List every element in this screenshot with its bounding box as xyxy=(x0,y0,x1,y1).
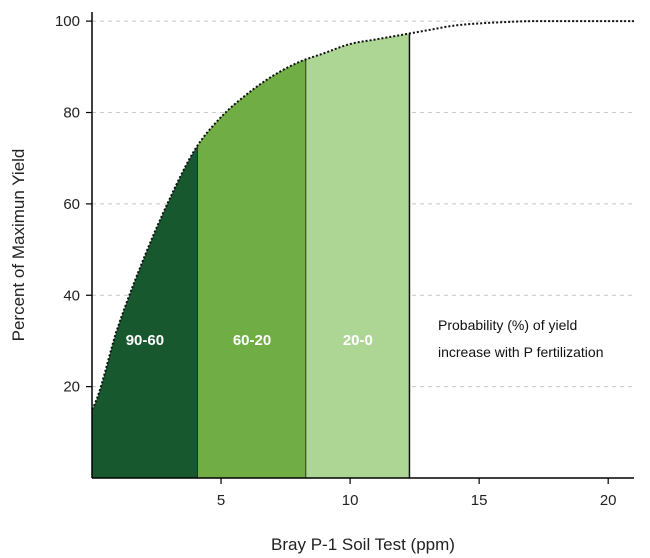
x-axis-title: Bray P-1 Soil Test (ppm) xyxy=(271,535,455,554)
band-labels: 90-60 60-20 20-0 xyxy=(126,332,373,349)
x-tick-label-15: 15 xyxy=(471,492,488,509)
axes xyxy=(91,12,634,479)
band-20-0 xyxy=(306,33,410,478)
x-tick-label-10: 10 xyxy=(342,492,359,509)
band-label-3: 20-0 xyxy=(343,332,373,349)
band-label-2: 60-20 xyxy=(233,332,271,349)
y-tick-label-20: 20 xyxy=(63,379,80,396)
yield-curve-group xyxy=(91,20,634,410)
x-tick-label-5: 5 xyxy=(217,492,225,509)
y-tick-labels: 20 40 60 80 100 xyxy=(55,13,92,396)
probability-bands xyxy=(92,33,411,479)
y-tick-label-100: 100 xyxy=(55,13,80,30)
band-60-20 xyxy=(197,59,307,479)
y-tick-label-60: 60 xyxy=(63,196,80,213)
annotation-line-1: Probability (%) of yield xyxy=(438,317,577,333)
y-axis-title: Percent of Maximun Yield xyxy=(9,149,28,342)
y-tick-label-40: 40 xyxy=(63,287,80,304)
band-90-60 xyxy=(92,145,198,478)
band-label-1: 90-60 xyxy=(126,332,164,349)
x-tick-label-20: 20 xyxy=(600,492,617,509)
annotation-line-2: increase with P fertilization xyxy=(438,344,603,360)
x-tick-labels: 5 10 15 20 xyxy=(217,478,617,509)
y-tick-label-80: 80 xyxy=(63,105,80,122)
yield-curve xyxy=(91,20,634,410)
